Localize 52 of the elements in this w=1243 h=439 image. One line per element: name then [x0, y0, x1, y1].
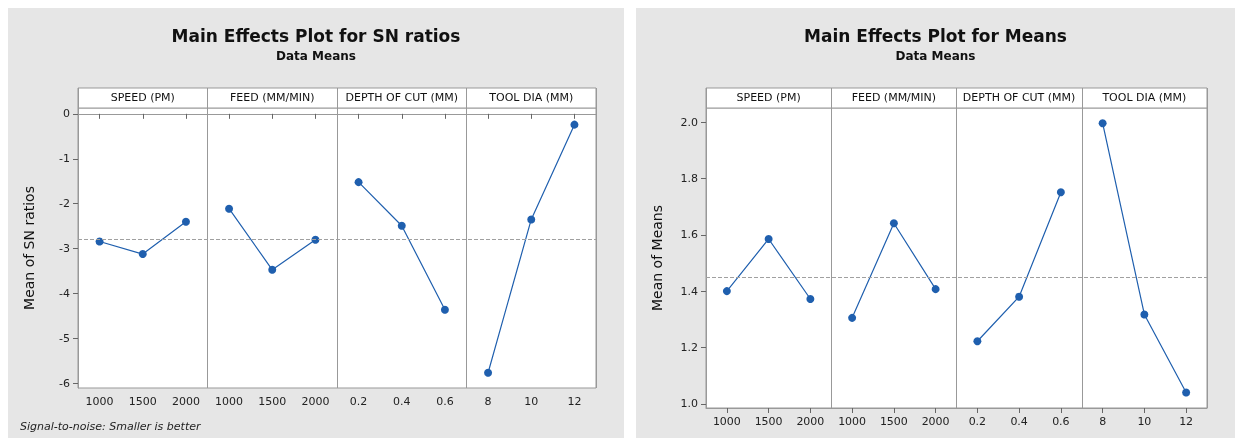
y-tick-label: 2.0	[680, 115, 698, 129]
x-tick-label: 10	[1137, 415, 1152, 428]
y-tick-label: -2	[59, 197, 70, 211]
chart-title: Main Effects Plot for Means	[804, 25, 1067, 46]
x-tick-label: 2000	[301, 395, 330, 408]
x-tick-label: 0.6	[1052, 415, 1070, 428]
x-tick-label: 2000	[796, 415, 825, 428]
chart-title: Main Effects Plot for SN ratios	[171, 25, 461, 46]
x-tick-label: 10	[524, 395, 539, 408]
text: SPEED (PM)	[110, 91, 175, 104]
chart-subtitle: Data Means	[276, 49, 356, 63]
x-tick-label: 0.4	[393, 395, 411, 408]
text: SPEED (PM)	[736, 91, 801, 104]
x-tick-label: 1500	[258, 395, 287, 408]
text: TOOL DIA (MM)	[1101, 91, 1187, 104]
y-axis-title: Mean of SN ratios	[21, 186, 37, 310]
y-tick-label: 1.2	[680, 340, 698, 354]
text: Signal-to-noise: Smaller is better	[20, 420, 202, 433]
text: FEED (MM/MIN)	[230, 91, 315, 104]
y-tick-label: -1	[59, 152, 70, 166]
x-tick-label: 0.6	[436, 395, 454, 408]
y-tick-label: 1.8	[680, 171, 698, 185]
x-tick-label: 12	[1179, 415, 1194, 428]
x-tick-label: 0.2	[968, 415, 987, 428]
x-tick-label: 1500	[754, 415, 783, 428]
x-tick-label: 1000	[215, 395, 244, 408]
y-axis-title: Mean of Means	[649, 205, 665, 311]
y-tick-label: -3	[59, 242, 70, 256]
text: DEPTH OF CUT (MM)	[345, 91, 459, 104]
x-tick-label: 1000	[85, 395, 114, 408]
y-tick-label: 0	[63, 107, 70, 121]
x-tick-label: 0.4	[1010, 415, 1028, 428]
text: TOOL DIA (MM)	[488, 91, 574, 104]
x-tick-label: 1500	[879, 415, 908, 428]
x-tick-label: 2000	[921, 415, 950, 428]
x-tick-label: 2000	[171, 395, 200, 408]
x-tick-label: 1000	[838, 415, 867, 428]
x-tick-label: 1500	[128, 395, 157, 408]
y-tick-label: 1.0	[680, 397, 698, 411]
y-tick-label: 1.6	[680, 228, 698, 242]
x-tick-label: 1000	[712, 415, 741, 428]
y-tick-label: -5	[59, 332, 70, 346]
text: DEPTH OF CUT (MM)	[962, 91, 1076, 104]
x-tick-label: 8	[1099, 415, 1107, 428]
text: FEED (MM/MIN)	[851, 91, 937, 104]
y-tick-label: 1.4	[680, 284, 698, 298]
y-tick-label: -4	[59, 287, 70, 301]
x-tick-label: 12	[567, 395, 582, 408]
x-tick-label: 0.2	[349, 395, 368, 408]
x-tick-label: 8	[484, 395, 492, 408]
y-tick-label: -6	[59, 377, 70, 391]
chart-subtitle: Data Means	[895, 49, 976, 63]
